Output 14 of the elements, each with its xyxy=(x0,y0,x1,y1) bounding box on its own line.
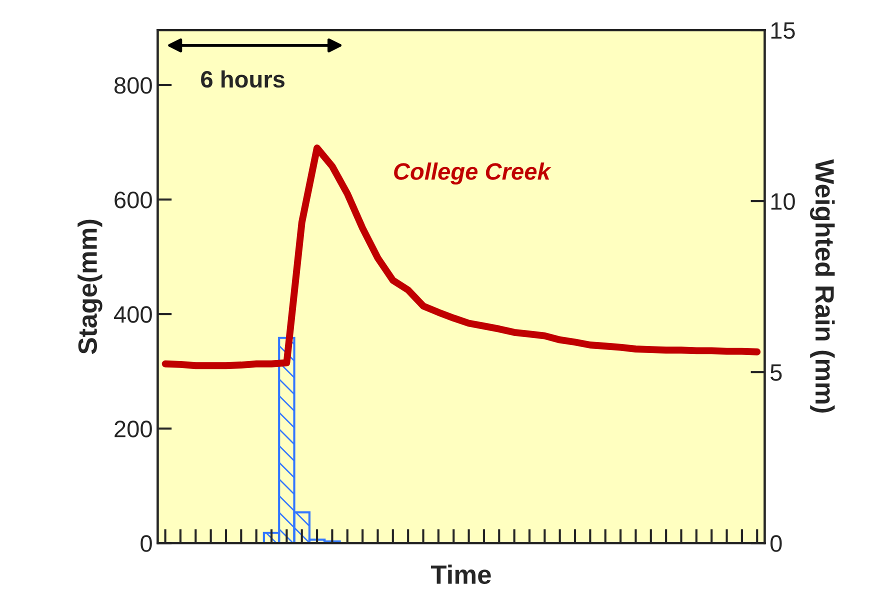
series-label: College Creek xyxy=(394,162,552,185)
y2-axis-title: Weighted Rain (mm) xyxy=(810,159,835,413)
y2-tick-label: 0 xyxy=(770,535,782,552)
y2-tick-label: 5 xyxy=(770,364,782,381)
y-tick-label: 400 xyxy=(114,306,152,323)
y-tick-label: 800 xyxy=(114,77,152,94)
y-tick-label: 600 xyxy=(114,192,152,208)
y2-tick-label: 15 xyxy=(771,22,795,39)
annotation: 6 hours xyxy=(201,70,284,88)
y-axis-title: Stage(mm) xyxy=(78,220,102,354)
y2-tick-label: 10 xyxy=(771,193,795,210)
x-axis-title: Time xyxy=(430,564,491,584)
y-tick-label: 200 xyxy=(114,420,152,438)
y-tick-label: 0 xyxy=(140,535,152,552)
